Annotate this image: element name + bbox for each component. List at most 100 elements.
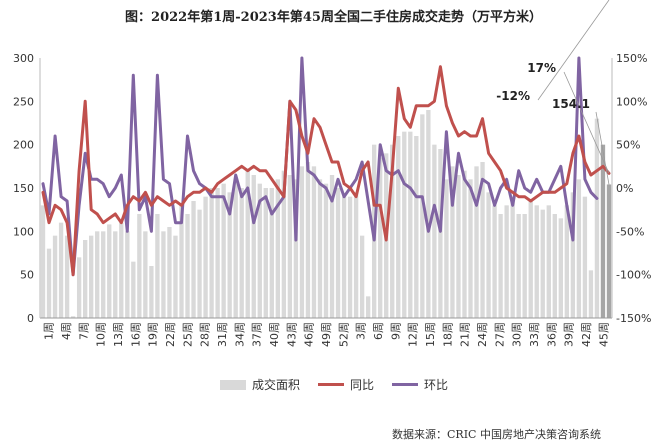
bar (570, 192, 576, 318)
bar (341, 196, 347, 318)
legend-label-area: 成交面积 (252, 378, 301, 392)
x-tick-label: 46周 (303, 322, 316, 347)
legend-item-mom: 环比 (392, 376, 448, 393)
bar (414, 136, 419, 318)
x-tick-label: 39周 (563, 322, 576, 347)
bar (191, 201, 196, 318)
bar (594, 118, 600, 319)
bar (540, 209, 545, 318)
bar (359, 235, 365, 318)
x-tick-label: 36周 (545, 322, 558, 347)
bar (179, 205, 184, 318)
bar (365, 296, 371, 318)
x-tick-label: 22周 (164, 322, 177, 347)
y-left-tick-label: 50 (20, 269, 34, 282)
x-tick-label: 40周 (268, 322, 281, 347)
annotation-leader (563, 71, 610, 174)
x-tick-label: 30周 (511, 322, 524, 347)
bar (498, 214, 503, 318)
x-tick-label: 45周 (597, 322, 610, 347)
bar (305, 162, 311, 318)
annotation-leader (537, 0, 610, 101)
bar (516, 214, 521, 318)
x-tick-label: 9周 (389, 322, 402, 340)
x-tick-label: 15周 (424, 322, 437, 347)
bar (444, 179, 449, 318)
bar (40, 205, 46, 318)
x-tick-label: 10周 (95, 322, 108, 347)
x-tick-label: 13周 (112, 322, 125, 347)
bar (335, 188, 341, 318)
bar (347, 196, 353, 318)
bar (582, 196, 588, 318)
bar (456, 175, 461, 318)
bar (221, 183, 226, 318)
y-left-tick-label: 150 (13, 182, 34, 195)
x-tick-label: 18周 (441, 322, 454, 347)
x-tick-label: 12周 (407, 322, 420, 347)
bar (396, 136, 401, 318)
x-tick-label: 42周 (580, 322, 593, 347)
x-tick-label: 19周 (147, 322, 160, 347)
y-left-tick-label: 300 (13, 52, 34, 65)
bar (257, 183, 262, 318)
bar (70, 316, 76, 318)
bar (552, 214, 557, 318)
y-left-tick-label: 100 (13, 225, 34, 238)
bar (378, 157, 383, 318)
bar (76, 257, 82, 318)
bar (275, 179, 280, 318)
x-tick-label: 37周 (251, 322, 264, 347)
bar (131, 261, 136, 318)
bar (588, 270, 594, 318)
y-right-tick-label: 150% (616, 52, 647, 65)
data-label: -12% (496, 89, 530, 103)
bar (492, 205, 497, 318)
bar (227, 192, 232, 318)
bar (137, 214, 142, 318)
series-line-yoy (41, 65, 611, 277)
bar (209, 188, 214, 318)
bar (600, 144, 606, 318)
bar (125, 231, 130, 318)
bar (474, 166, 479, 318)
bar (269, 188, 274, 318)
x-tick-label: 27周 (493, 322, 506, 347)
bar (185, 214, 190, 318)
bar (323, 183, 329, 318)
bar (149, 266, 154, 318)
x-tick-label: 7周 (77, 322, 90, 340)
bar (287, 175, 293, 318)
bar (64, 235, 70, 318)
bar (546, 205, 551, 318)
bar (197, 209, 202, 318)
x-tick-label: 4周 (60, 322, 73, 340)
bar (606, 184, 612, 318)
x-tick-label: 16周 (129, 322, 142, 347)
bar (480, 162, 485, 318)
bar (408, 131, 413, 318)
y-right-tick-label: 0% (616, 182, 633, 195)
chart-title: 图：2022年第1周-2023年第45周全国二手住房成交走势（万平方米） (125, 10, 542, 25)
bar (155, 214, 160, 318)
bar (293, 179, 299, 318)
bar (46, 248, 52, 318)
y-right-tick-label: 50% (616, 139, 640, 152)
legend-swatch-area (220, 379, 246, 390)
bar (317, 179, 323, 318)
bar (576, 179, 582, 318)
legend-item-yoy: 同比 (318, 376, 374, 393)
bar (564, 205, 570, 318)
source-note: 数据来源：CRIC 中国房地产决策咨询系统 (392, 428, 601, 441)
x-tick-label: 25周 (181, 322, 194, 347)
legend: 成交面积 同比 环比 (220, 376, 466, 393)
bar (52, 235, 58, 318)
legend-swatch-mom (392, 383, 419, 386)
y-left-tick-label: 200 (13, 139, 34, 152)
y-right-tick-label: 100% (616, 95, 647, 108)
bar (528, 201, 533, 318)
bar (299, 166, 305, 318)
bar (329, 175, 335, 318)
bar (450, 166, 455, 318)
bar (281, 170, 287, 318)
